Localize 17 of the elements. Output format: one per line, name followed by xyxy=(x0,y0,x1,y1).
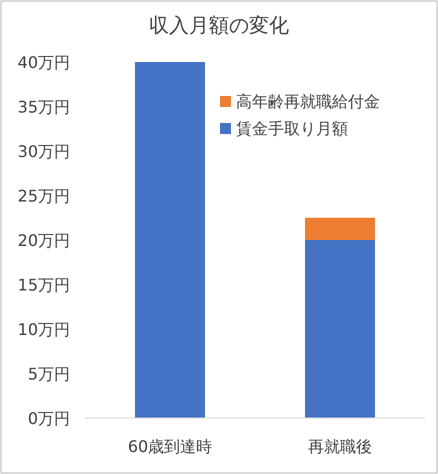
y-tick-label: 25万円 xyxy=(18,186,70,206)
legend-label: 賃金手取り月額 xyxy=(236,119,348,138)
bar xyxy=(305,218,375,240)
x-tick-label: 再就職後 xyxy=(308,437,372,456)
bar xyxy=(305,240,375,418)
legend-label: 高年齢再就職給付金 xyxy=(236,92,380,111)
chart-title: 収入月額の変化 xyxy=(149,13,289,37)
y-tick-label: 10万円 xyxy=(18,320,70,339)
y-tick-label: 0万円 xyxy=(28,409,70,428)
y-tick-label: 35万円 xyxy=(18,98,70,116)
y-tick-label: 30万円 xyxy=(18,142,70,161)
y-tick-label: 20万円 xyxy=(18,231,70,250)
x-tick-label: 60歳到達時 xyxy=(128,437,212,456)
y-tick-label: 40万円 xyxy=(18,53,70,72)
y-tick-label: 5万円 xyxy=(28,364,70,384)
bar xyxy=(135,62,205,418)
y-tick-label: 15万円 xyxy=(18,276,70,294)
